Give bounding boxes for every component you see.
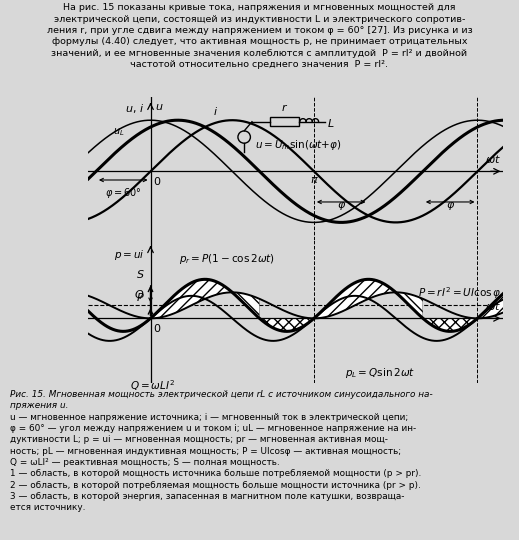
Text: $S$: $S$ bbox=[135, 268, 144, 280]
Text: $\varphi$: $\varphi$ bbox=[337, 200, 346, 212]
Text: $\omega t$: $\omega t$ bbox=[485, 153, 501, 165]
Text: частотой относительно среднего значения  P = rI².: частотой относительно среднего значения … bbox=[130, 60, 389, 69]
Text: значений, и ее мгновенные значения колеблются с амплитудой  P = rI² и двойной: значений, и ее мгновенные значения колеб… bbox=[51, 49, 468, 58]
Text: $\pi$: $\pi$ bbox=[309, 175, 318, 185]
Text: $p_r = P(1-\cos 2\omega t)$: $p_r = P(1-\cos 2\omega t)$ bbox=[179, 252, 275, 266]
Text: $\varphi=60°$: $\varphi=60°$ bbox=[105, 186, 142, 200]
Text: $r$: $r$ bbox=[281, 102, 288, 113]
Text: Рис. 15. Мгновенная мощность электрической цепи rL с источником синусоидального : Рис. 15. Мгновенная мощность электрическ… bbox=[10, 390, 433, 399]
Bar bbox=[270, 117, 299, 126]
Text: $u,\,i$: $u,\,i$ bbox=[125, 102, 144, 116]
Text: φ = 60° — угол между напряжением u и током i; uL — мгновенное напряжение на ин-: φ = 60° — угол между напряжением u и ток… bbox=[10, 424, 417, 433]
Text: $p_L = Q\sin 2\omega t$: $p_L = Q\sin 2\omega t$ bbox=[345, 366, 415, 380]
Text: ется источнику.: ется источнику. bbox=[10, 503, 86, 512]
Text: $P$: $P$ bbox=[135, 291, 144, 303]
Text: $u$: $u$ bbox=[155, 102, 163, 112]
Text: пряжения u.: пряжения u. bbox=[10, 401, 69, 410]
Text: $L$: $L$ bbox=[327, 117, 335, 129]
Text: $i$: $i$ bbox=[213, 105, 218, 117]
Text: $P = rI^2 = UI\cos\varphi$: $P = rI^2 = UI\cos\varphi$ bbox=[418, 285, 501, 301]
Text: ления r, при угле сдвига между напряжением и током φ = 60° [27]. Из рисунка и из: ления r, при угле сдвига между напряжени… bbox=[47, 26, 472, 35]
Text: $\varphi$: $\varphi$ bbox=[446, 200, 455, 212]
Text: $u = U_m\sin(\omega t{+}\varphi)$: $u = U_m\sin(\omega t{+}\varphi)$ bbox=[255, 138, 341, 152]
Text: $0$: $0$ bbox=[153, 322, 161, 334]
Text: дуктивности L; p = ui — мгновенная мощность; pr — мгновенная активная мощ-: дуктивности L; p = ui — мгновенная мощно… bbox=[10, 435, 388, 444]
Text: 2 — область, в которой потребляемая мощность больше мощности источника (pr > p).: 2 — область, в которой потребляемая мощн… bbox=[10, 481, 421, 490]
Text: $u_L$: $u_L$ bbox=[113, 126, 125, 138]
Text: формулы (4.40) следует, что активная мощность p, не принимает отрицательных: формулы (4.40) следует, что активная мощ… bbox=[52, 37, 467, 46]
Text: $p = ui$: $p = ui$ bbox=[114, 248, 144, 262]
Text: 1 — область, в которой мощность источника больше потребляемой мощности (p > pr).: 1 — область, в которой мощность источник… bbox=[10, 469, 421, 478]
Text: $Q$: $Q$ bbox=[134, 288, 144, 301]
Text: $\omega t$: $\omega t$ bbox=[485, 300, 501, 312]
Text: u — мгновенное напряжение источника; i — мгновенный ток в электрической цепи;: u — мгновенное напряжение источника; i —… bbox=[10, 413, 408, 422]
Text: На рис. 15 показаны кривые тока, напряжения и мгновенных мощностей для: На рис. 15 показаны кривые тока, напряже… bbox=[63, 3, 456, 12]
Text: $0$: $0$ bbox=[153, 175, 161, 187]
Text: ность; pL — мгновенная индуктивная мощность; P = UIcosφ — активная мощность;: ность; pL — мгновенная индуктивная мощно… bbox=[10, 447, 402, 456]
Text: электрической цепи, состоящей из индуктивности L и электрического сопротив-: электрической цепи, состоящей из индукти… bbox=[54, 15, 465, 24]
Text: 3 — область, в которой энергия, запасенная в магнитном поле катушки, возвраща-: 3 — область, в которой энергия, запасенн… bbox=[10, 492, 405, 501]
Text: $Q = \omega LI^2$: $Q = \omega LI^2$ bbox=[130, 378, 175, 393]
Text: Q = ωLI² — реактивная мощность; S — полная мощность.: Q = ωLI² — реактивная мощность; S — полн… bbox=[10, 458, 280, 467]
